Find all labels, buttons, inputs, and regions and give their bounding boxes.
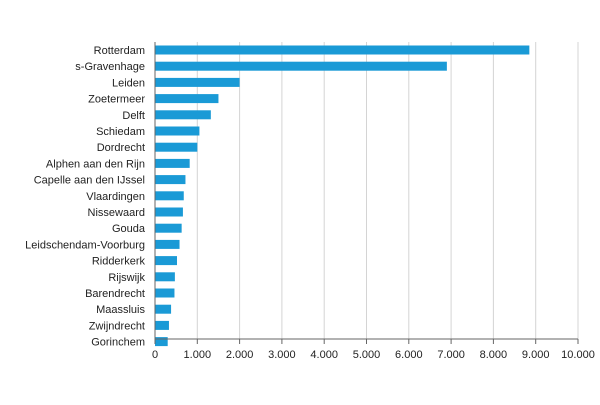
x-tick-label: 10.000 bbox=[561, 349, 595, 361]
category-label: Leiden bbox=[112, 77, 145, 89]
category-label: Nissewaard bbox=[88, 207, 145, 219]
bars bbox=[155, 45, 530, 347]
bar bbox=[155, 223, 182, 233]
bar bbox=[155, 158, 190, 168]
category-label: Gorinchem bbox=[91, 337, 145, 349]
category-label: Vlaardingen bbox=[86, 191, 145, 203]
bar bbox=[155, 337, 168, 347]
bar bbox=[155, 256, 177, 266]
category-label: Leidschendam-Voorburg bbox=[25, 239, 145, 251]
category-label: Zwijndrecht bbox=[89, 320, 145, 332]
x-tick-labels: 0 1.000 2.000 3.000 4.000 5.000 6.000 7.000 8.00… bbox=[152, 349, 595, 361]
category-label: Maassluis bbox=[96, 304, 145, 316]
x-tick-label: 8.000 bbox=[480, 349, 508, 361]
category-label: Dordrecht bbox=[97, 142, 145, 154]
category-label: Rijswijk bbox=[108, 272, 145, 284]
bar bbox=[155, 110, 211, 120]
x-tick-label: 6.000 bbox=[395, 349, 423, 361]
category-label: Alphen aan den Rijn bbox=[46, 158, 145, 170]
axes bbox=[154, 42, 579, 344]
bar bbox=[155, 175, 186, 185]
x-tick-label: 3.000 bbox=[268, 349, 296, 361]
category-label: Capelle aan den IJssel bbox=[34, 175, 145, 187]
x-tick-label: 2.000 bbox=[226, 349, 254, 361]
bar bbox=[155, 272, 175, 282]
category-label: Gouda bbox=[112, 223, 146, 235]
x-tick-label: 9.000 bbox=[522, 349, 550, 361]
category-label: Barendrecht bbox=[85, 288, 145, 300]
bar bbox=[155, 320, 169, 330]
bar bbox=[155, 126, 200, 136]
x-tick-label: 5.000 bbox=[353, 349, 381, 361]
category-label: Delft bbox=[122, 110, 145, 122]
bar bbox=[155, 288, 175, 298]
x-tick-label: 7.000 bbox=[437, 349, 465, 361]
bar bbox=[155, 94, 219, 104]
x-tick-label: 1.000 bbox=[184, 349, 212, 361]
category-label: Zoetermeer bbox=[88, 94, 145, 106]
bar bbox=[155, 239, 180, 249]
x-tick-label: 0 bbox=[152, 349, 158, 361]
gridlines bbox=[196, 42, 579, 339]
bar bbox=[155, 61, 447, 71]
x-tick-label: 4.000 bbox=[310, 349, 338, 361]
bar bbox=[155, 77, 240, 87]
bar bbox=[155, 304, 172, 314]
bar bbox=[155, 45, 530, 55]
bar bbox=[155, 207, 183, 217]
category-label: s-Gravenhage bbox=[75, 61, 145, 73]
category-label: Rotterdam bbox=[94, 45, 145, 57]
category-label: Ridderkerk bbox=[92, 256, 146, 268]
bar bbox=[155, 191, 184, 201]
category-label: Schiedam bbox=[96, 126, 145, 138]
category-labels: Rotterdam s-Gravenhage Leiden Zoetermeer Del… bbox=[25, 45, 146, 349]
bar bbox=[155, 142, 198, 152]
